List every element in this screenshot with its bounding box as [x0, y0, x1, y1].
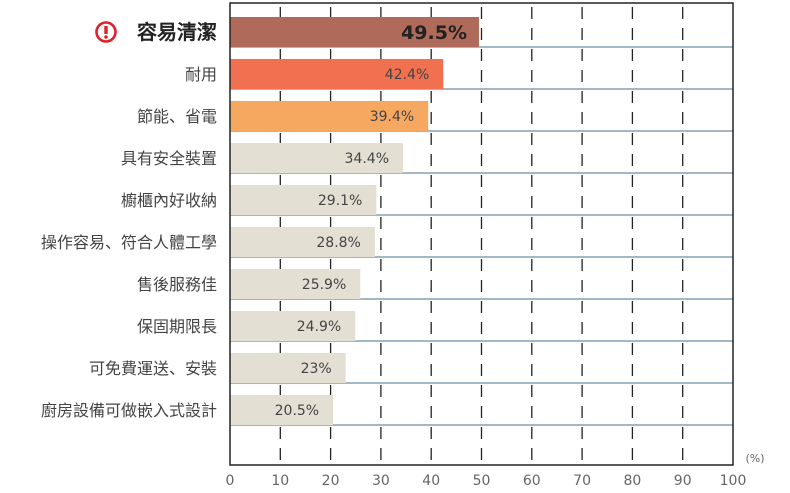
data-label: 20.5% — [275, 403, 319, 419]
data-label: 42.4% — [385, 67, 429, 83]
data-label: 39.4% — [370, 109, 414, 125]
category-label: 售後服務佳 — [137, 275, 217, 294]
category-label: 具有安全裝置 — [121, 149, 217, 168]
x-tick-label: 70 — [573, 473, 591, 489]
bar — [230, 59, 444, 89]
x-tick-label: 0 — [226, 473, 235, 489]
data-label: 24.9% — [297, 319, 341, 335]
x-tick-label: 50 — [473, 473, 491, 489]
x-tick-label: 30 — [372, 473, 390, 489]
x-tick-label: 80 — [623, 473, 641, 489]
exclamation-dot — [104, 35, 108, 39]
category-label: 保固期限長 — [137, 317, 217, 336]
category-label: 廚房設備可做嵌入式設計 — [41, 401, 217, 420]
data-label: 23% — [301, 361, 332, 377]
x-tick-label: 20 — [322, 473, 340, 489]
bar — [230, 311, 356, 341]
x-tick-label: 90 — [674, 473, 692, 489]
bar — [230, 353, 346, 383]
data-label: 34.4% — [345, 151, 389, 167]
x-tick-label: 40 — [422, 473, 440, 489]
category-label: 容易清潔 — [137, 20, 217, 44]
data-label: 49.5% — [401, 22, 467, 44]
category-label: 操作容易、符合人體工學 — [41, 233, 217, 252]
bar — [230, 227, 375, 257]
category-label: 耐用 — [185, 65, 217, 84]
category-label: 櫥櫃內好收納 — [121, 191, 217, 210]
exclamation-circle-icon — [95, 21, 117, 43]
category-label: 可免費運送、安裝 — [89, 359, 217, 378]
x-tick-label: 10 — [271, 473, 289, 489]
x-tick-label: 60 — [523, 473, 541, 489]
plot-frame — [229, 2, 734, 466]
category-label: 節能、省電 — [137, 107, 217, 126]
data-label: 25.9% — [302, 277, 346, 293]
data-label: 28.8% — [316, 235, 360, 251]
bar — [230, 143, 404, 173]
x-unit-label: (%) — [745, 452, 764, 465]
x-tick-label: 100 — [720, 473, 747, 489]
bar — [230, 185, 377, 215]
bar — [230, 101, 429, 131]
exclamation-bar — [104, 26, 108, 34]
data-label: 29.1% — [318, 193, 362, 209]
bar — [230, 395, 334, 425]
bar — [230, 269, 361, 299]
bar — [230, 17, 479, 47]
